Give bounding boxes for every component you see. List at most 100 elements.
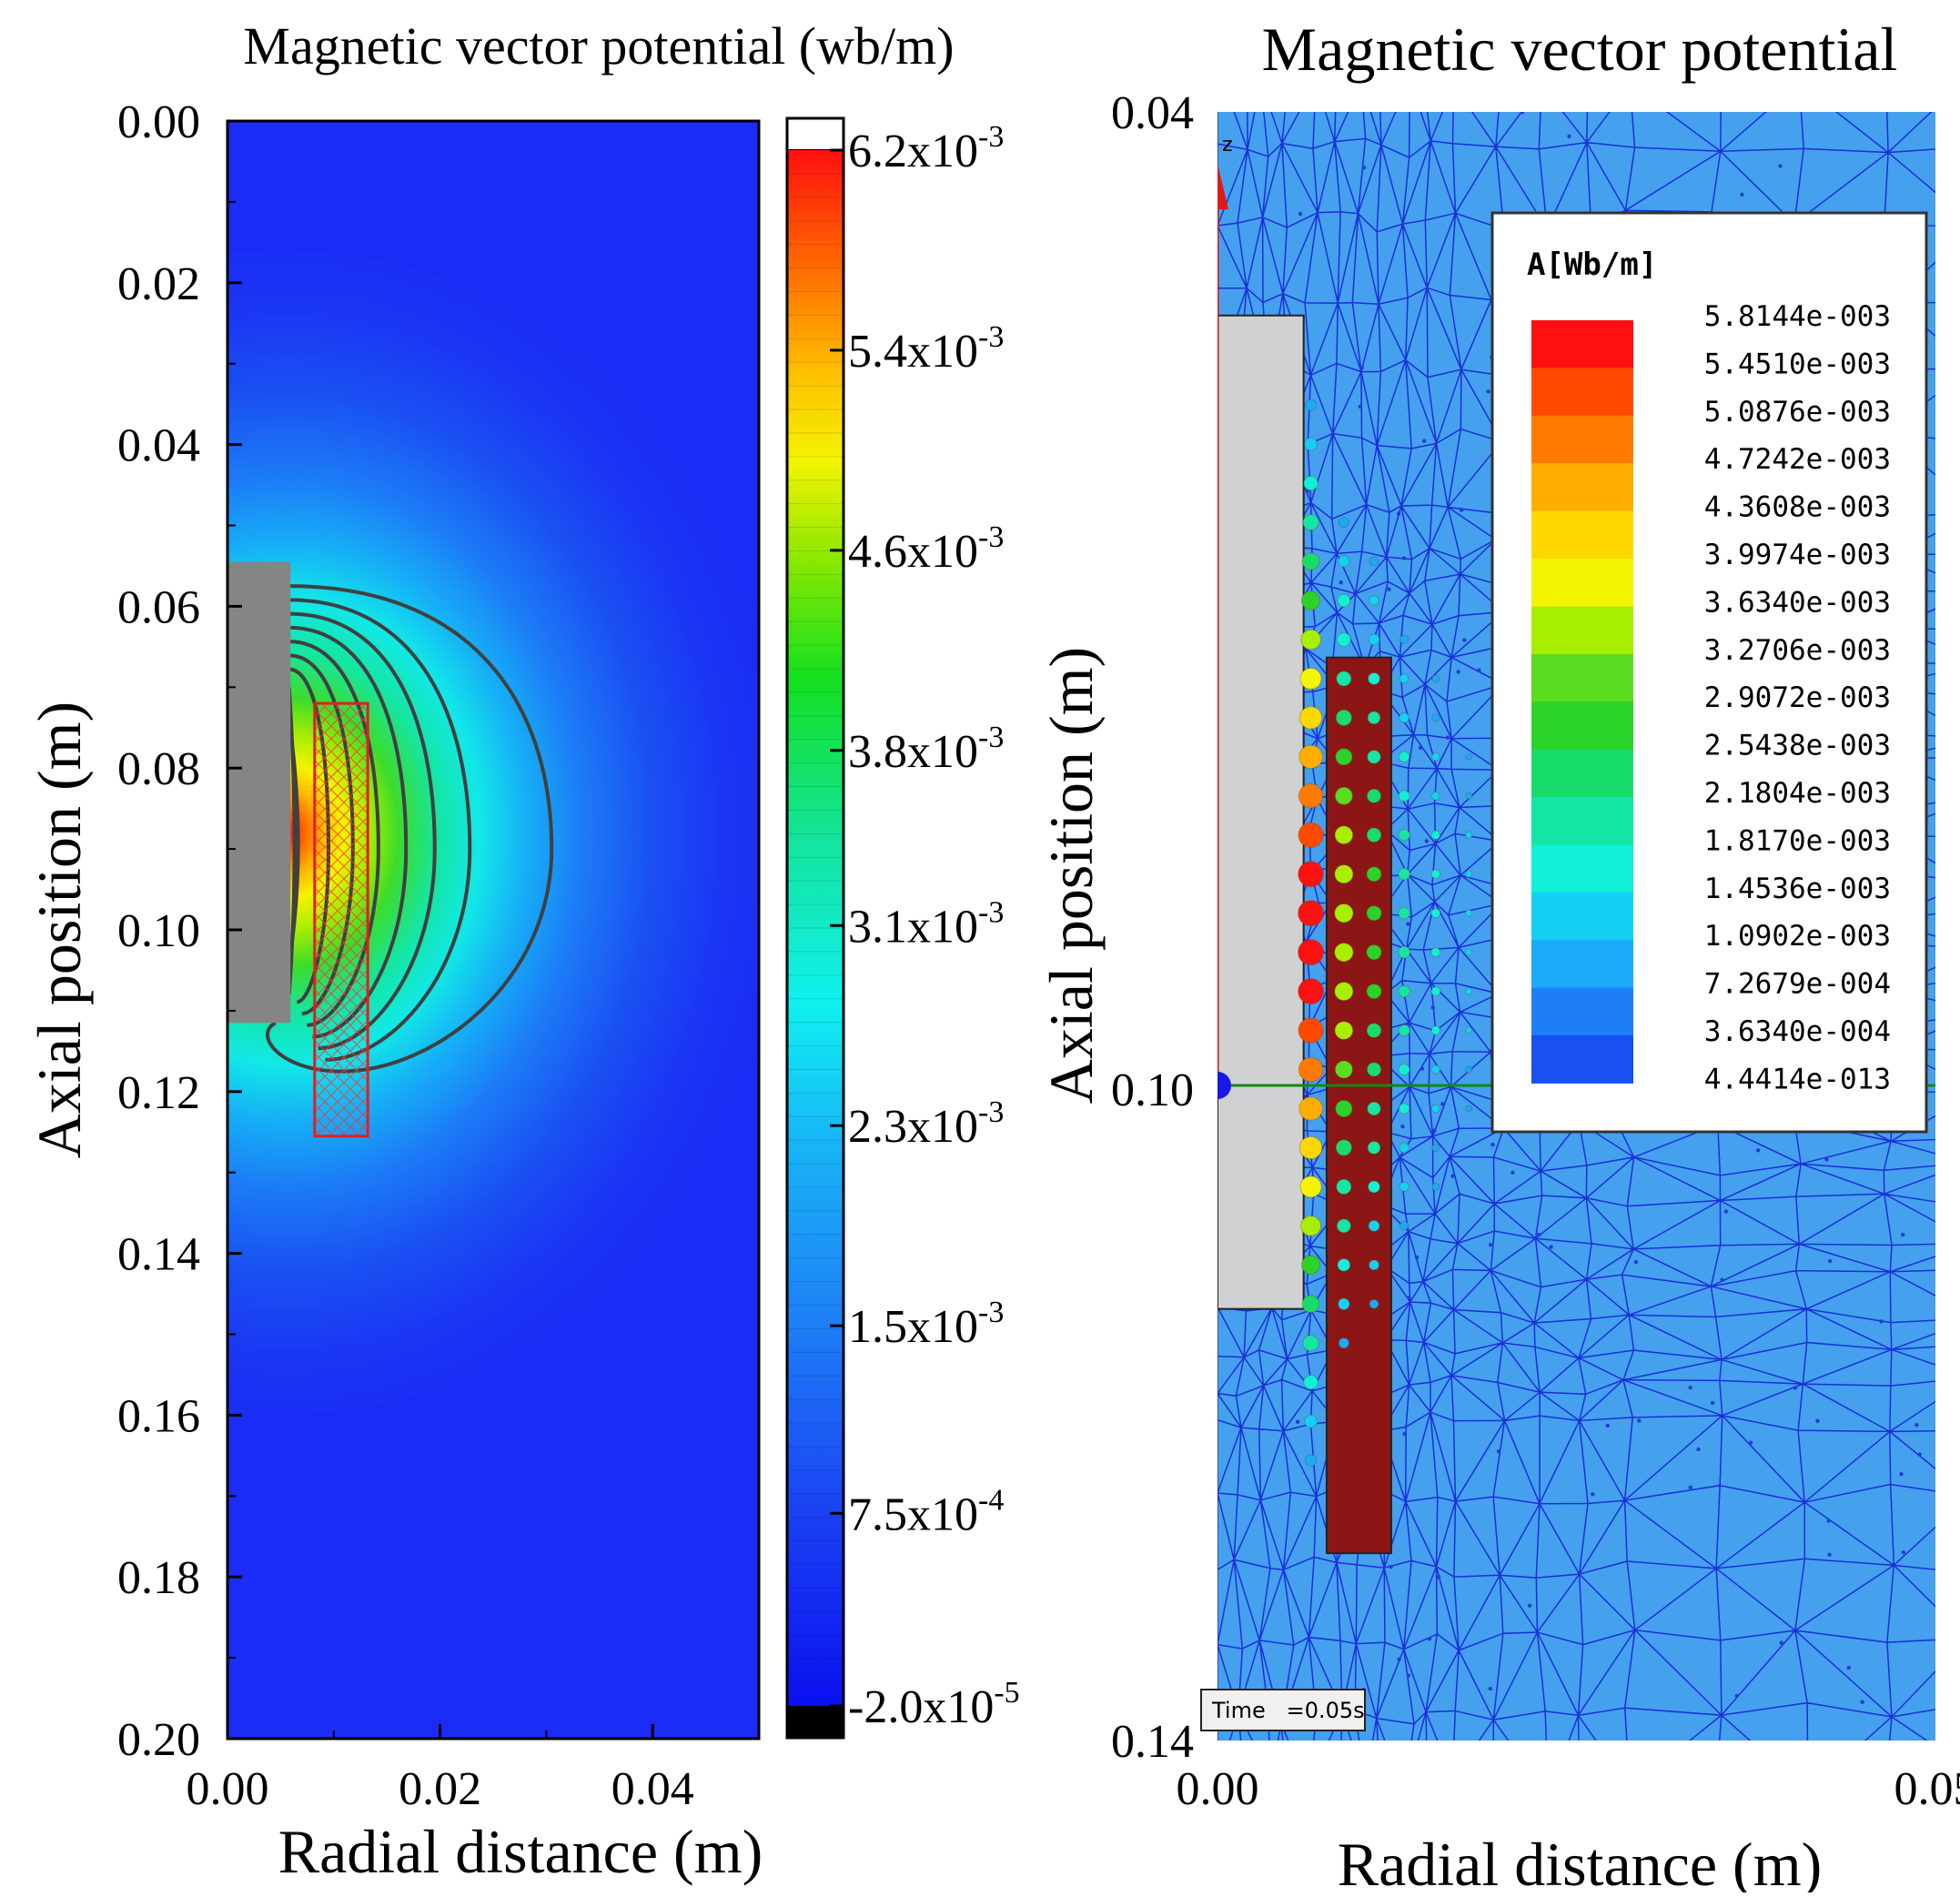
field-vector-dot xyxy=(1339,518,1349,528)
mesh-node xyxy=(1549,1245,1552,1248)
field-vector-dot xyxy=(1339,1338,1349,1348)
colorbar-tick-label: 5.4x10-3 xyxy=(848,320,1004,378)
legend-swatch xyxy=(1531,893,1633,941)
field-vector-dot xyxy=(1298,901,1324,926)
mesh-node xyxy=(1847,1666,1851,1670)
colorbar-overflow-low xyxy=(787,1706,844,1738)
mesh-node xyxy=(1400,1125,1404,1128)
field-vector-dot xyxy=(1431,870,1440,879)
field-vector-dot xyxy=(1432,714,1440,721)
left-y-axis-label: Axial position (m) xyxy=(25,701,94,1158)
field-vector-dot xyxy=(1431,1065,1440,1074)
field-vector-dot xyxy=(1339,556,1349,567)
field-vector-dot xyxy=(1300,668,1321,689)
right-y-axis-label: Axial position (m) xyxy=(1036,647,1106,1104)
field-vector-dot xyxy=(1465,910,1471,916)
field-vector-dot xyxy=(1299,1097,1323,1121)
legend-swatch xyxy=(1531,416,1633,464)
mesh-node xyxy=(1419,746,1422,750)
mesh-node xyxy=(1828,1259,1832,1263)
field-vector-dot xyxy=(1399,674,1409,683)
field-vector-dot xyxy=(1466,1105,1472,1112)
z-axis-marker: z xyxy=(1222,134,1233,156)
legend-entry-label: 1.0902e-003 xyxy=(1704,920,1891,953)
field-vector-dot xyxy=(1465,949,1471,955)
left-y-tick-label: 0.12 xyxy=(117,1067,200,1119)
legend-swatch xyxy=(1531,988,1633,1036)
field-vector-dot xyxy=(1432,1144,1440,1151)
field-vector-dot xyxy=(1298,822,1323,847)
mesh-node xyxy=(1440,1102,1444,1105)
mesh-node xyxy=(1724,1209,1728,1213)
field-vector-dot xyxy=(1335,1061,1352,1078)
legend-entry-label: 5.8144e-003 xyxy=(1704,300,1891,333)
field-vector-dot xyxy=(1299,745,1323,769)
field-vector-dot xyxy=(1301,1216,1321,1236)
field-vector-dot xyxy=(1335,943,1353,961)
left-y-tick-label: 0.06 xyxy=(117,581,200,633)
field-vector-dot xyxy=(1399,946,1410,958)
mesh-node xyxy=(1634,1260,1638,1264)
mesh-node xyxy=(1778,164,1782,167)
field-vector-dot xyxy=(1399,1182,1409,1191)
left-y-tick-label: 0.00 xyxy=(117,96,200,148)
field-vector-dot xyxy=(1302,553,1319,570)
left-y-tick-label: 0.04 xyxy=(117,420,200,472)
colorbar-overflow-high xyxy=(787,118,844,150)
field-vector-dot xyxy=(1337,671,1351,686)
mesh-node xyxy=(1815,1419,1819,1423)
workpiece-rod xyxy=(229,562,291,1024)
field-vector-dot xyxy=(1299,707,1321,729)
mesh-node xyxy=(1735,1694,1739,1698)
right-y-axis: 0.040.100.14 xyxy=(1111,87,1194,1768)
mesh-node xyxy=(1879,1319,1883,1323)
mesh-node xyxy=(1406,922,1409,925)
legend-swatch xyxy=(1531,750,1633,798)
field-vector-dot xyxy=(1337,1219,1350,1233)
left-x-tick-label: 0.00 xyxy=(187,1763,269,1815)
legend-entry-label: 5.4510e-003 xyxy=(1704,348,1891,380)
field-vector-dot xyxy=(1399,1143,1409,1153)
mesh-node xyxy=(1860,1700,1864,1703)
mesh-node xyxy=(1407,1296,1410,1299)
mesh-node xyxy=(1720,1277,1723,1281)
field-vector-dot xyxy=(1304,1375,1318,1389)
field-vector-dot xyxy=(1369,634,1379,645)
field-vector-dot xyxy=(1367,906,1381,921)
field-vector-dot xyxy=(1335,983,1353,1001)
field-vector-dot xyxy=(1367,945,1381,960)
right-x-axis-label: Radial distance (m) xyxy=(1338,1830,1822,1892)
time-label-text: Time =0.05s xyxy=(1211,1698,1365,1723)
left-x-axis-label: Radial distance (m) xyxy=(278,1817,763,1886)
field-vector-dot xyxy=(1367,789,1380,802)
mesh-node xyxy=(1428,1637,1431,1640)
field-vector-dot xyxy=(1298,1057,1323,1082)
field-vector-dot xyxy=(1298,1018,1323,1043)
mesh-node xyxy=(1425,839,1429,843)
mesh-node xyxy=(1510,1171,1514,1175)
right-y-tick-label: 0.10 xyxy=(1111,1065,1194,1116)
legend-swatch xyxy=(1531,463,1633,511)
mesh-node xyxy=(1359,405,1362,409)
left-y-tick-label: 0.14 xyxy=(117,1229,200,1281)
mesh-node xyxy=(1521,110,1524,114)
field-vector-dot xyxy=(1301,591,1319,610)
legend-entry-label: 1.4536e-003 xyxy=(1704,873,1891,905)
legend-entry-label: 2.9072e-003 xyxy=(1704,681,1891,714)
legend-entry-label: 1.8170e-003 xyxy=(1704,824,1891,857)
legend-swatch xyxy=(1531,844,1633,893)
mesh-node xyxy=(1407,1673,1410,1677)
field-vector-dot xyxy=(1339,1298,1349,1309)
field-vector-dot xyxy=(1300,1176,1321,1197)
field-vector-dot xyxy=(1399,752,1409,762)
mesh-node xyxy=(1437,1575,1440,1579)
mesh-node xyxy=(1688,1386,1692,1389)
field-vector-dot xyxy=(1369,673,1380,685)
field-vector-dot xyxy=(1338,1258,1350,1271)
field-vector-dot xyxy=(1399,1104,1409,1114)
mesh-node xyxy=(1696,1448,1700,1451)
field-vector-dot xyxy=(1465,871,1471,877)
field-vector-dot xyxy=(1305,1455,1316,1466)
field-vector-dot xyxy=(1298,940,1324,965)
mesh-node xyxy=(1296,1420,1299,1424)
